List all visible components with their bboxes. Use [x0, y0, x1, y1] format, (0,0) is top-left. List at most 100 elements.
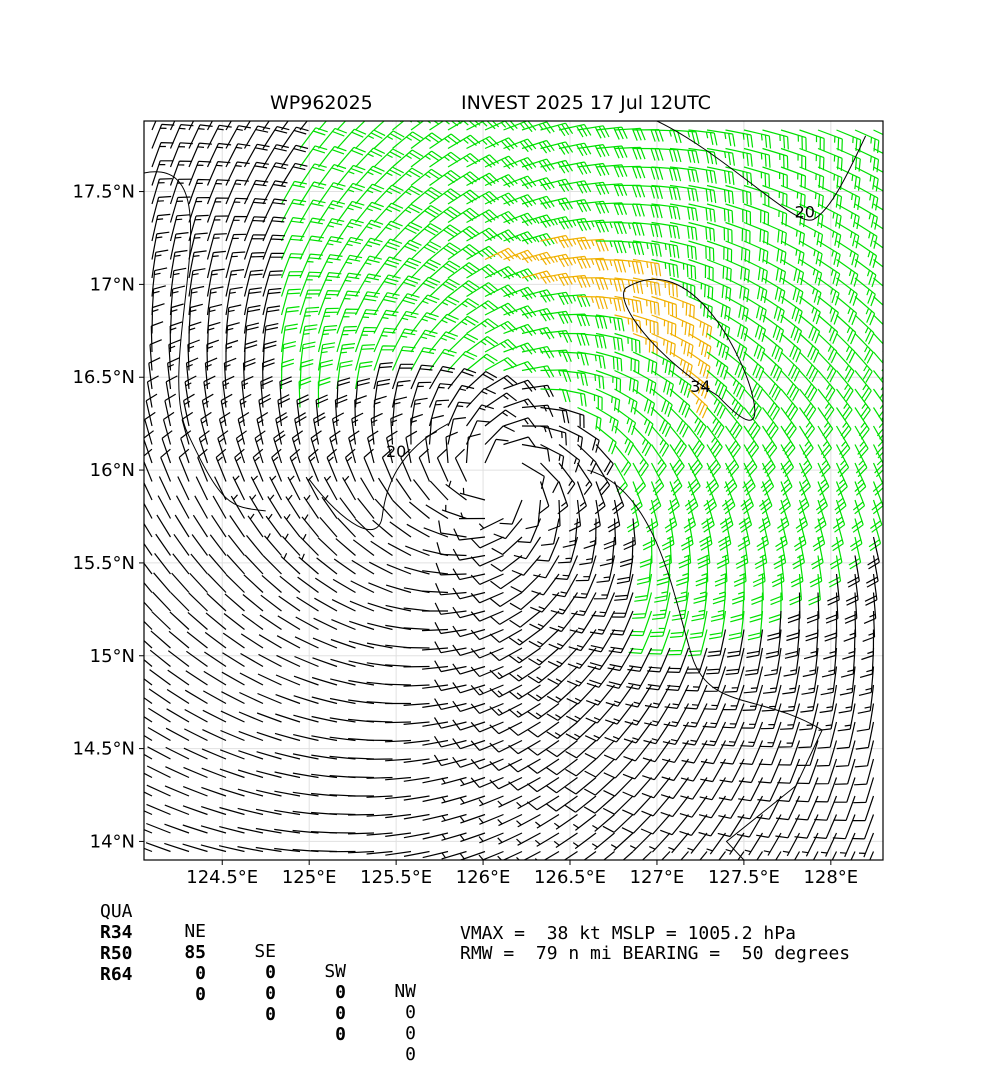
wind-barb [509, 759, 541, 772]
wind-barb [411, 187, 442, 204]
wind-barb [652, 445, 667, 477]
wind-barb [485, 230, 517, 243]
wind-barb [226, 574, 245, 592]
wind-barb [585, 759, 615, 777]
wind-barb [374, 167, 404, 185]
wind-barb [504, 399, 536, 409]
wind-barb [192, 535, 207, 556]
wind-barb [391, 414, 403, 445]
wind-barb [522, 141, 554, 154]
wind-barb [783, 833, 800, 856]
wind-barb [435, 622, 467, 633]
wind-barb [185, 690, 207, 703]
wind-barb [546, 778, 577, 793]
wind-barb [622, 796, 651, 815]
wind-barb [247, 535, 264, 555]
wind-barb [781, 408, 796, 439]
wind-barb [430, 261, 461, 278]
wind-barb [485, 321, 517, 333]
wind-barb [485, 156, 517, 169]
wind-barb [393, 276, 421, 297]
wind-barb [623, 759, 652, 779]
wind-barb [374, 221, 403, 241]
wind-barb [374, 131, 404, 149]
table-header-sw: SW [300, 962, 346, 982]
wind-barb [856, 722, 874, 749]
wind-barb [467, 389, 496, 408]
wind-barb [764, 833, 781, 856]
wind-barb [448, 172, 480, 186]
wind-barb [150, 670, 171, 685]
wind-barb [298, 577, 319, 592]
wind-barb [569, 500, 580, 531]
wind-barb [485, 193, 517, 206]
wind-barb [453, 757, 485, 767]
wind-barb [551, 593, 578, 615]
wind-barb [337, 165, 365, 185]
wind-barb [454, 529, 485, 540]
wind-barb [471, 648, 503, 658]
wind-barb [837, 278, 858, 306]
wind-barb [139, 515, 152, 537]
wind-barb [393, 258, 422, 278]
wind-barb [453, 739, 485, 749]
wind-barb [567, 685, 596, 704]
wind-barb [190, 573, 208, 592]
wind-barb [485, 303, 517, 316]
wind-barb [195, 496, 208, 519]
wind-barb [798, 482, 809, 514]
wind-barb [541, 331, 572, 343]
wind-barb [317, 558, 337, 574]
wind-barb [430, 481, 448, 500]
wind-barb [568, 648, 596, 668]
r64-nw: 0 [370, 1045, 416, 1065]
wind-barb [356, 184, 385, 204]
wind-barb [528, 741, 560, 756]
wind-barb [874, 352, 891, 383]
wind-barb [175, 515, 189, 537]
wind-barb [225, 594, 245, 611]
wind-barb [393, 168, 423, 185]
wind-barb [210, 535, 226, 556]
wind-barb [467, 372, 497, 390]
wind-barb [688, 833, 708, 854]
wind-barb [589, 500, 600, 532]
wind-barb [430, 400, 450, 426]
wind-barb [467, 228, 499, 241]
wind-barb [404, 648, 430, 649]
wind-barb [522, 234, 554, 247]
wind-barb [467, 210, 499, 223]
wind-barb [541, 142, 573, 155]
wind-barb [633, 389, 655, 416]
wind-barb [584, 519, 596, 549]
wind-barb [498, 796, 522, 807]
r64-sw: 0 [300, 1025, 346, 1045]
wind-barb [430, 243, 461, 260]
wind-barb [633, 463, 646, 495]
wind-barb [623, 778, 652, 798]
wind-barb [800, 149, 824, 171]
wind-barb [337, 201, 364, 222]
wind-barb [670, 426, 686, 457]
wind-barb [430, 152, 462, 167]
wind-barb [504, 121, 536, 132]
wind-barb [509, 630, 540, 646]
wind-barb [855, 278, 875, 306]
wind-barb [411, 330, 438, 352]
wind-barb [485, 212, 517, 225]
wind-barb [855, 352, 872, 382]
wind-barb [130, 708, 152, 722]
wind-barb [837, 371, 854, 402]
wind-barb [374, 239, 402, 259]
wind-barb [435, 680, 467, 691]
wind-barb [763, 445, 776, 477]
wind-barb [680, 796, 707, 817]
r64-ne: 0 [160, 985, 206, 1005]
wind-barb [374, 203, 403, 222]
wind-barb [855, 389, 870, 420]
wind-barb [253, 449, 263, 481]
wind-barb [155, 553, 171, 574]
wind-barb [615, 426, 634, 455]
wind-barb [272, 449, 282, 481]
wind-barb [836, 741, 855, 767]
